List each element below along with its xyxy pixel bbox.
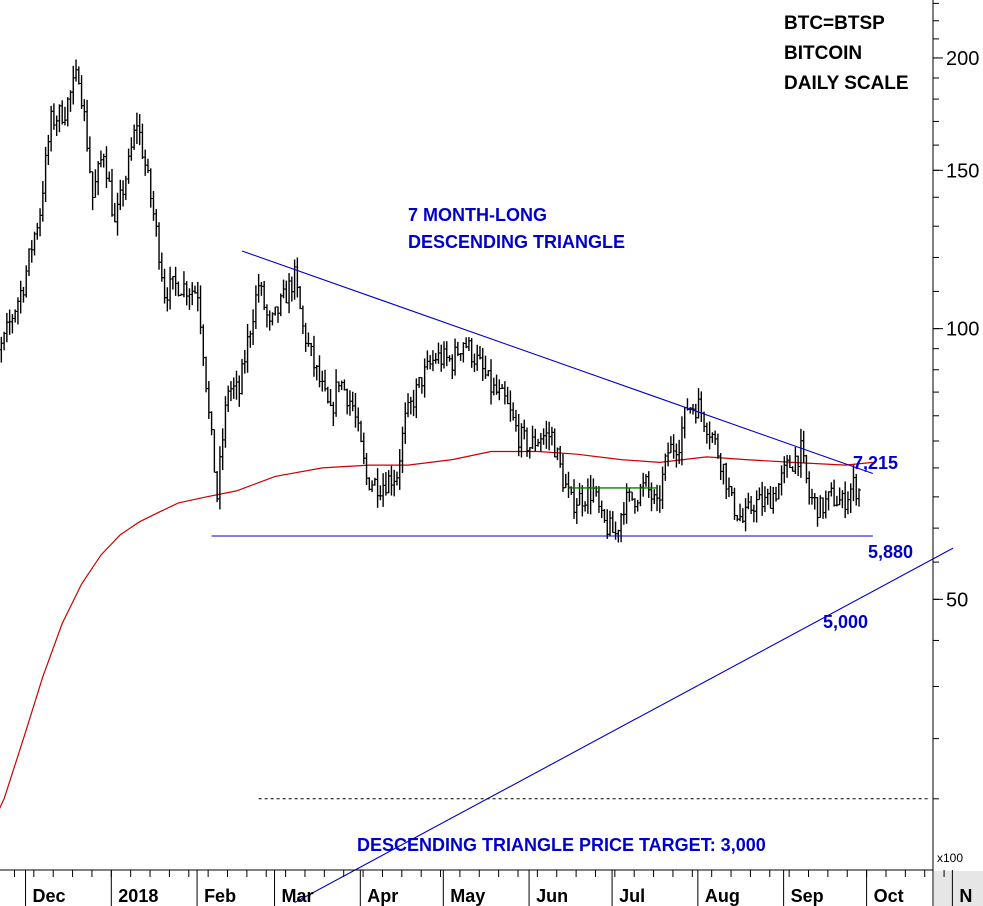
y-multiplier-label: x100 [937,851,963,865]
x-tick-label: Feb [204,886,236,906]
moving-average-line [0,450,873,809]
x-tick-label: May [450,886,485,906]
x-tick-label: Oct [874,886,904,906]
text-layer: BTC=BTSP BITCOIN DAILY SCALE 7 MONTH-LON… [357,13,963,865]
x-tick-label: Sep [791,886,824,906]
x-tick-label: Jul [619,886,645,906]
x-tick-label: Dec [33,886,66,906]
x-tick-label: N [959,886,972,906]
trendline-layer [211,250,954,904]
x-tick-label: Apr [367,886,398,906]
y-tick-label: 50 [946,589,968,611]
support-value-label: 5,880 [868,542,913,562]
y-tick-label: 150 [946,160,979,182]
x-tick-label: Jun [536,886,568,906]
chart-title-line-2: BITCOIN [784,43,862,64]
trendline-value-label: 5,000 [823,612,868,632]
x-tick-label: Aug [705,886,740,906]
pattern-label-line-2: DESCENDING TRIANGLE [408,232,625,252]
y-tick-label: 100 [946,319,979,341]
descending-resistance-line [241,250,874,475]
y-tick-label: 200 [946,48,979,70]
x-tick-label: Mar [282,886,314,906]
price-layer [0,59,862,543]
resistance-value-label: 7,215 [853,453,898,473]
price-target-label: DESCENDING TRIANGLE PRICE TARGET: 3,000 [357,835,766,855]
price-bar [857,488,862,507]
moving-average-layer [0,450,873,809]
chart-title-line-3: DAILY SCALE [784,73,909,94]
axis-corner [934,871,983,906]
long-term-uptrend-line [294,547,954,904]
x-tick-label: 2018 [118,886,158,906]
pattern-label-line-1: 7 MONTH-LONG [408,205,547,225]
chart-title-line-1: BTC=BTSP [784,13,885,34]
